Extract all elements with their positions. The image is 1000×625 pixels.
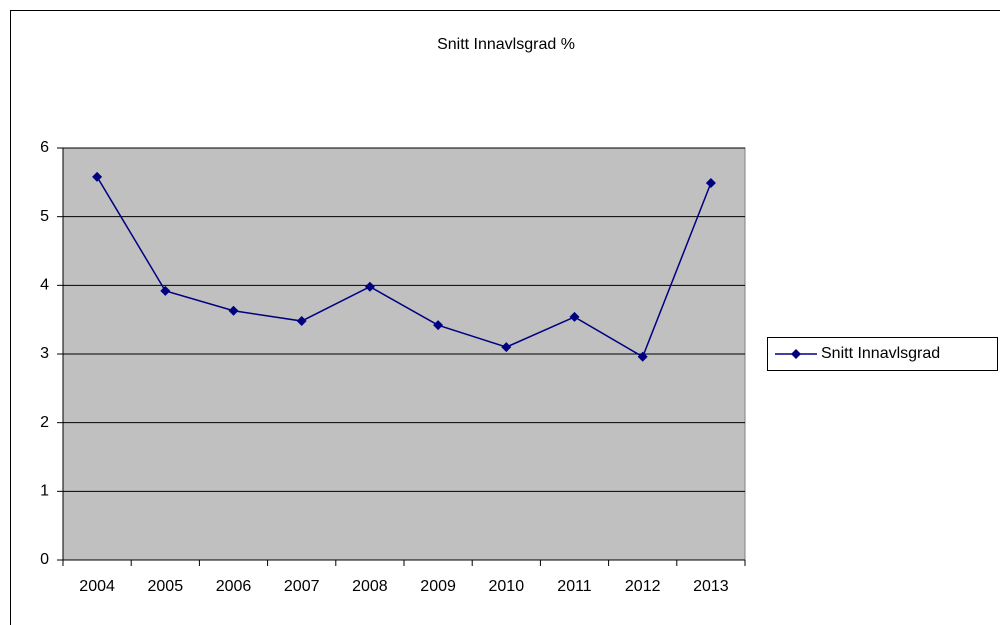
y-tick-label: 1 <box>40 483 49 500</box>
x-tick-label: 2008 <box>352 578 388 595</box>
legend-label: Snitt Innavlsgrad <box>821 345 940 362</box>
x-tick-label: 2012 <box>625 578 661 595</box>
x-tick-label: 2009 <box>420 578 456 595</box>
x-tick-label: 2007 <box>284 578 320 595</box>
chart-title: Snitt Innavlsgrad % <box>437 36 575 53</box>
marker <box>569 311 580 322</box>
marker <box>228 305 239 316</box>
marker <box>637 351 648 362</box>
y-tick-label: 0 <box>40 551 49 568</box>
marker <box>433 320 444 331</box>
x-tick-label: 2011 <box>557 578 592 595</box>
x-tick-label: 2004 <box>79 578 115 595</box>
x-tick-label: 2006 <box>216 578 252 595</box>
y-tick-label: 3 <box>40 345 49 362</box>
series-line <box>96 176 712 358</box>
marker <box>364 281 375 292</box>
x-tick-label: 2013 <box>693 578 729 595</box>
marker <box>160 285 171 296</box>
x-tick-label: 2005 <box>148 578 184 595</box>
y-tick-label: 4 <box>40 277 49 294</box>
legend-marker <box>791 349 801 359</box>
marker <box>501 342 512 353</box>
y-tick-label: 2 <box>40 414 49 431</box>
marker <box>705 178 716 189</box>
x-tick-label: 2010 <box>489 578 525 595</box>
marker <box>92 171 103 182</box>
marker <box>296 316 307 327</box>
y-tick-label: 6 <box>40 139 49 156</box>
y-tick-label: 5 <box>40 208 49 225</box>
